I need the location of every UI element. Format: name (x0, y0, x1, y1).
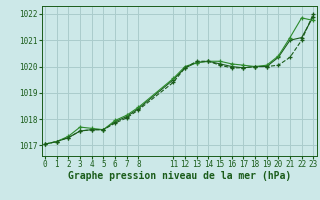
X-axis label: Graphe pression niveau de la mer (hPa): Graphe pression niveau de la mer (hPa) (68, 171, 291, 181)
